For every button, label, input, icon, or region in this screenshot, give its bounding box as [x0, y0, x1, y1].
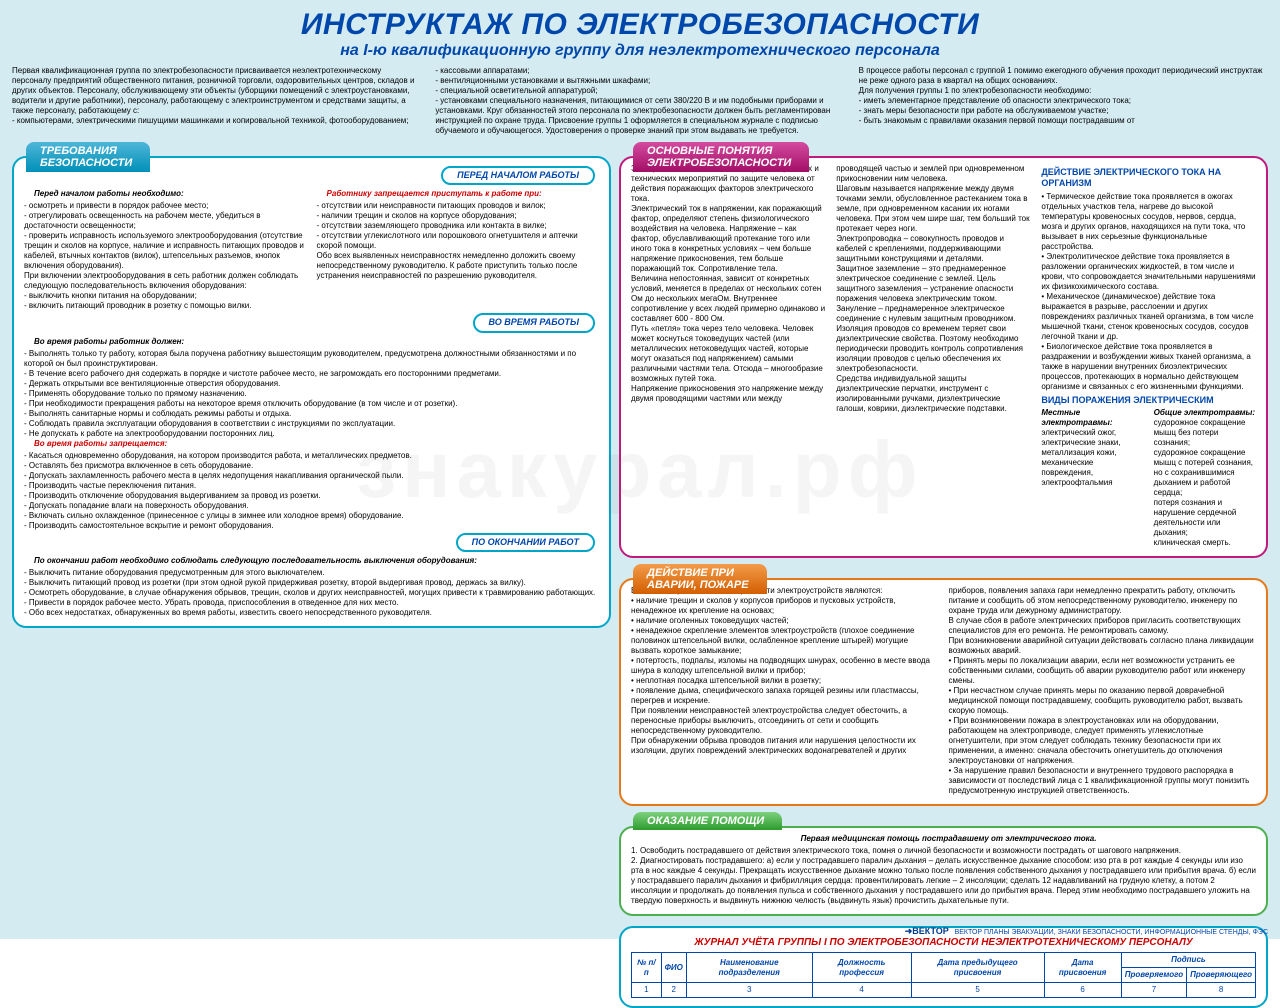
tab-safety: ТРЕБОВАНИЯБЕЗОПАСНОСТИ [26, 142, 150, 172]
th-0: № п/п [632, 953, 662, 983]
accident-c2: приборов, появления запаха гари немедлен… [949, 586, 1256, 796]
panel-journal: ЖУРНАЛ УЧЁТА ГРУППЫ I ПО ЭЛЕКТРОБЕЗОПАСН… [619, 926, 1268, 1008]
help-h: Первая медицинская помощь пострадавшему … [631, 834, 1256, 844]
th-sub-1: Проверяющего [1187, 968, 1256, 983]
pill-end: ПО ОКОНЧАНИИ РАБОТ [456, 533, 595, 552]
panel-help: ОКАЗАНИЕ ПОМОЩИ Первая медицинская помощ… [619, 826, 1268, 916]
td-2: 3 [686, 983, 812, 998]
intro-col2: - кассовыми аппаратами;- вентиляционными… [435, 66, 844, 136]
forbid-start-items: - отсутствии или неисправности питающих … [317, 201, 600, 281]
tab-accident: ДЕЙСТВИЕ ПРИАВАРИИ, ПОЖАРЕ [633, 564, 767, 594]
td-3: 4 [812, 983, 911, 998]
intro-col3: В процессе работы персонал с группой 1 п… [859, 66, 1268, 136]
sub-title: на I-ю квалификационную группу для неэле… [12, 42, 1268, 60]
th-1: ФИО [661, 953, 686, 983]
local-body: электрический ожог,электрические знаки,м… [1041, 428, 1143, 488]
intro-col1: Первая квалификационная группа по электр… [12, 66, 421, 136]
local-h: Местные электротравмы: [1041, 408, 1112, 427]
general-body: судорожное сокращение мышц без потери со… [1154, 418, 1256, 548]
concepts-c1: Электробезопасность система организацион… [631, 164, 826, 548]
td-4: 5 [911, 983, 1044, 998]
concepts-c3: • Термическое действие тока проявляется … [1041, 192, 1256, 392]
main-title: ИНСТРУКТАЖ ПО ЭЛЕКТРОБЕЗОПАСНОСТИ [12, 8, 1268, 42]
before-head: Перед началом работы необходимо: [24, 189, 307, 199]
tab-concepts: ОСНОВНЫЕ ПОНЯТИЯЭЛЕКТРОБЕЗОПАСНОСТИ [633, 142, 809, 172]
pill-before: ПЕРЕД НАЧАЛОМ РАБОТЫ [441, 166, 595, 185]
help-body: 1. Освободить пострадавшего от действия … [631, 846, 1256, 906]
intro-row: Первая квалификационная группа по электр… [12, 66, 1268, 136]
footer-text: ВЕКТОР ПЛАНЫ ЭВАКУАЦИИ, ЗНАКИ БЕЗОПАСНОС… [955, 929, 1268, 936]
panel-concepts: ОСНОВНЫЕ ПОНЯТИЯЭЛЕКТРОБЕЗОПАСНОСТИ Элек… [619, 156, 1268, 558]
panel-accident: ДЕЙСТВИЕ ПРИАВАРИИ, ПОЖАРЕ Внешними приз… [619, 578, 1268, 806]
tab-help: ОКАЗАНИЕ ПОМОЩИ [633, 812, 782, 830]
concepts-h1: ДЕЙСТВИЕ ЭЛЕКТРИЧЕСКОГО ТОКА НА ОРГАНИЗМ [1041, 167, 1256, 190]
during-forbid-head: Во время работы запрещается: [24, 439, 599, 449]
journal-table: № п/п ФИО Наименование подразделения Дол… [631, 952, 1256, 998]
during-forbid-body: - Касаться одновременно оборудования, на… [24, 451, 599, 531]
pill-during: ВО ВРЕМЯ РАБОТЫ [473, 313, 596, 332]
th-sub-0: Проверяемого [1121, 968, 1186, 983]
td-7: 8 [1187, 983, 1256, 998]
footer: ➜ВЕКТОР ВЕКТОР ПЛАНЫ ЭВАКУАЦИИ, ЗНАКИ БЕ… [12, 926, 1268, 937]
end-body: - Выключить питание оборудования предусм… [24, 568, 599, 618]
panel-safety: ТРЕБОВАНИЯБЕЗОПАСНОСТИ ПЕРЕД НАЧАЛОМ РАБ… [12, 156, 611, 628]
th-2: Наименование подразделения [686, 953, 812, 983]
th-5: Дата присвоения [1044, 953, 1121, 983]
forbid-start-head: Работнику запрещается приступать к работ… [317, 189, 600, 199]
end-head: По окончании работ необходимо соблюдать … [24, 556, 599, 566]
th-4: Дата предыдущего присвоения [911, 953, 1044, 983]
td-0: 1 [632, 983, 662, 998]
concepts-h2: ВИДЫ ПОРАЖЕНИЯ ЭЛЕКТРИЧЕСКИМ [1041, 395, 1256, 406]
td-6: 7 [1121, 983, 1186, 998]
concepts-c2: проводящей частью и землей при одновреме… [836, 164, 1031, 548]
th-6: Подпись [1121, 953, 1255, 968]
during-body: - Выполнять только ту работу, которая бы… [24, 349, 599, 439]
td-5: 6 [1044, 983, 1121, 998]
before-items: - осмотреть и привести в порядок рабочее… [24, 201, 307, 311]
during-head: Во время работы работник должен: [24, 337, 599, 347]
accident-c1: Внешними признаками неисправности электр… [631, 586, 938, 796]
th-3: Должность профессия [812, 953, 911, 983]
general-h: Общие электротравмы: [1154, 408, 1255, 417]
td-1: 2 [661, 983, 686, 998]
